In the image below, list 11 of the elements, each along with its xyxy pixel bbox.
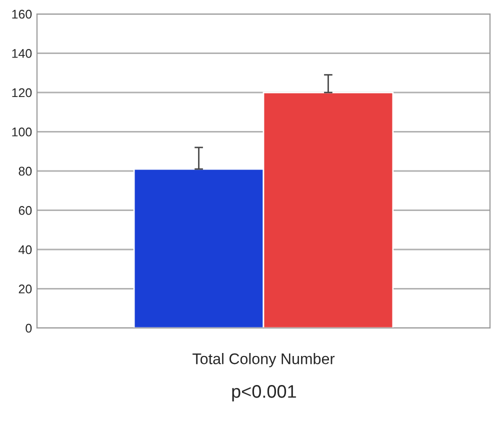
y-tick-label: 140	[12, 49, 32, 58]
x-tick-label: Total Colony Number	[192, 353, 335, 368]
y-tick-label: 0	[26, 324, 32, 333]
y-tick-label: 120	[12, 88, 32, 98]
y-tick-label: 80	[18, 166, 32, 176]
text: p<0.001	[232, 385, 296, 402]
y-tick-label: 40	[18, 245, 32, 254]
y-tick-label: 100	[12, 128, 32, 136]
y-tick-label: 60	[18, 206, 32, 215]
y-tick-label: 160	[12, 10, 32, 19]
y-tick-label: 20	[18, 284, 32, 294]
